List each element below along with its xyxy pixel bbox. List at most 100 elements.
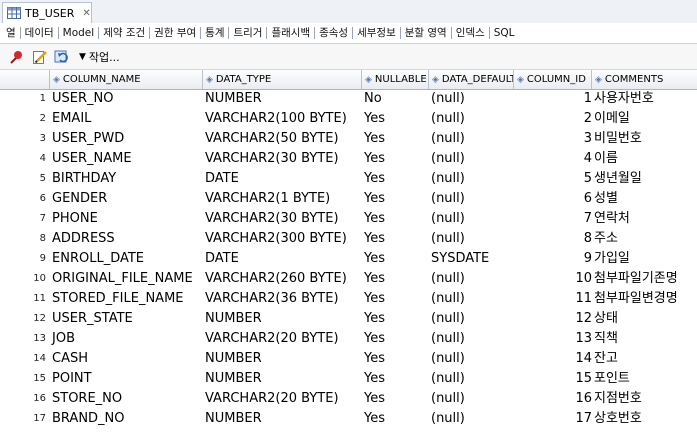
subtab-9[interactable]: 세부정보 xyxy=(353,27,401,39)
cell-nullable[interactable]: Yes xyxy=(364,211,385,226)
subtab-1[interactable]: 데이터 xyxy=(21,27,59,39)
cell-column-name[interactable]: JOB xyxy=(52,331,75,346)
cell-comments[interactable]: 가입일 xyxy=(594,251,630,266)
cell-column-name[interactable]: ENROLL_DATE xyxy=(52,251,145,266)
cell-data-default[interactable]: (null) xyxy=(431,151,465,166)
subtab-3[interactable]: 제약 조건 xyxy=(99,27,151,39)
cell-column-id[interactable]: 7 xyxy=(583,211,592,226)
cell-nullable[interactable]: Yes xyxy=(364,191,385,206)
cell-column-id[interactable]: 11 xyxy=(575,291,592,306)
cell-column-name[interactable]: USER_PWD xyxy=(52,131,125,146)
cell-column-name[interactable]: ORIGINAL_FILE_NAME xyxy=(52,271,193,286)
cell-data-type[interactable]: DATE xyxy=(205,251,239,266)
table-row[interactable]: 11 STORED_FILE_NAME VARCHAR2(36 BYTE) Yes (n… xyxy=(0,289,697,309)
cell-comments[interactable]: 첨부파일기존명 xyxy=(594,271,678,286)
cell-comments[interactable]: 첨부파일변경명 xyxy=(594,291,678,306)
subtab-8[interactable]: 종속성 xyxy=(315,27,354,39)
cell-nullable[interactable]: Yes xyxy=(364,111,385,126)
table-row[interactable]: 13 JOB VARCHAR2(20 BYTE) Yes (null) 13 직책 xyxy=(0,329,697,349)
cell-data-type[interactable]: VARCHAR2(20 BYTE) xyxy=(205,391,339,406)
cell-data-type[interactable]: VARCHAR2(300 BYTE) xyxy=(205,231,347,246)
cell-data-default[interactable]: (null) xyxy=(431,91,465,106)
subtab-0[interactable]: 열 xyxy=(0,27,21,39)
cell-data-default[interactable]: (null) xyxy=(431,391,465,406)
cell-data-default[interactable]: (null) xyxy=(431,371,465,386)
refresh-icon[interactable] xyxy=(54,48,72,66)
cell-data-default[interactable]: (null) xyxy=(431,411,465,426)
cell-data-type[interactable]: VARCHAR2(260 BYTE) xyxy=(205,271,347,286)
subtab-11[interactable]: 인덱스 xyxy=(452,27,490,39)
cell-column-id[interactable]: 4 xyxy=(583,151,592,166)
header-data-type[interactable]: ◈ DATA_TYPE xyxy=(203,70,362,89)
subtab-12[interactable]: SQL xyxy=(493,27,515,39)
cell-data-default[interactable]: (null) xyxy=(431,211,465,226)
cell-column-name[interactable]: USER_STATE xyxy=(52,311,133,326)
cell-data-type[interactable]: VARCHAR2(50 BYTE) xyxy=(205,131,339,146)
cell-nullable[interactable]: Yes xyxy=(364,171,385,186)
cell-data-default[interactable]: (null) xyxy=(431,111,465,126)
cell-column-id[interactable]: 13 xyxy=(575,331,592,346)
cell-nullable[interactable]: Yes xyxy=(364,271,385,286)
cell-column-id[interactable]: 17 xyxy=(575,411,592,426)
table-row[interactable]: 17 BRAND_NO NUMBER Yes (null) 17 상호번호 xyxy=(0,409,697,429)
subtab-7[interactable]: 플래시백 xyxy=(267,27,316,39)
cell-column-id[interactable]: 1 xyxy=(583,91,592,106)
cell-nullable[interactable]: Yes xyxy=(364,391,385,406)
cell-nullable[interactable]: Yes xyxy=(364,231,385,246)
table-row[interactable]: 4 USER_NAME VARCHAR2(30 BYTE) Yes (null) 4 이름 xyxy=(0,149,697,169)
cell-data-type[interactable]: NUMBER xyxy=(205,91,262,106)
cell-comments[interactable]: 성별 xyxy=(594,191,618,206)
cell-column-name[interactable]: PHONE xyxy=(52,211,98,226)
cell-data-type[interactable]: VARCHAR2(30 BYTE) xyxy=(205,151,339,166)
pin-icon[interactable] xyxy=(8,48,26,66)
cell-column-id[interactable]: 15 xyxy=(575,371,592,386)
cell-data-default[interactable]: (null) xyxy=(431,191,465,206)
cell-nullable[interactable]: Yes xyxy=(364,311,385,326)
cell-nullable[interactable]: No xyxy=(364,91,382,106)
cell-column-name[interactable]: USER_NO xyxy=(52,91,114,106)
cell-nullable[interactable]: Yes xyxy=(364,371,385,386)
close-icon[interactable]: ✕ xyxy=(82,7,91,19)
cell-data-type[interactable]: NUMBER xyxy=(205,351,262,366)
table-row[interactable]: 9 ENROLL_DATE DATE Yes SYSDATE 9 가입일 xyxy=(0,249,697,269)
cell-comments[interactable]: 연락처 xyxy=(594,211,630,226)
cell-column-name[interactable]: EMAIL xyxy=(52,111,92,126)
cell-data-default[interactable]: (null) xyxy=(431,331,465,346)
cell-column-name[interactable]: USER_NAME xyxy=(52,151,132,166)
actions-dropdown[interactable]: ▼ 작업... xyxy=(79,49,120,65)
cell-comments[interactable]: 상태 xyxy=(594,311,618,326)
cell-nullable[interactable]: Yes xyxy=(364,151,385,166)
cell-column-name[interactable]: BRAND_NO xyxy=(52,411,125,426)
cell-comments[interactable]: 비밀번호 xyxy=(594,131,642,146)
cell-data-type[interactable]: NUMBER xyxy=(205,371,262,386)
cell-data-default[interactable]: (null) xyxy=(431,171,465,186)
cell-comments[interactable]: 주소 xyxy=(594,231,618,246)
cell-nullable[interactable]: Yes xyxy=(364,411,385,426)
subtab-6[interactable]: 트리거 xyxy=(229,27,268,39)
table-editor-tab[interactable]: TB_USER ✕ xyxy=(2,2,92,23)
cell-nullable[interactable]: Yes xyxy=(364,251,385,266)
cell-column-name[interactable]: POINT xyxy=(52,371,92,386)
subtab-2[interactable]: Model xyxy=(59,27,100,39)
cell-data-type[interactable]: VARCHAR2(36 BYTE) xyxy=(205,291,339,306)
cell-data-type[interactable]: DATE xyxy=(205,171,239,186)
subtab-5[interactable]: 통계 xyxy=(201,27,230,39)
table-row[interactable]: 16 STORE_NO VARCHAR2(20 BYTE) Yes (null) 16 지점… xyxy=(0,389,697,409)
table-row[interactable]: 12 USER_STATE NUMBER Yes (null) 12 상태 xyxy=(0,309,697,329)
edit-icon[interactable] xyxy=(31,48,49,66)
cell-data-default[interactable]: (null) xyxy=(431,291,465,306)
cell-column-id[interactable]: 2 xyxy=(583,111,592,126)
header-column-name[interactable]: ◈ COLUMN_NAME xyxy=(50,70,203,89)
cell-data-default[interactable]: (null) xyxy=(431,311,465,326)
cell-data-type[interactable]: NUMBER xyxy=(205,311,262,326)
cell-comments[interactable]: 지점번호 xyxy=(594,391,642,406)
cell-comments[interactable]: 잔고 xyxy=(594,351,618,366)
table-row[interactable]: 6 GENDER VARCHAR2(1 BYTE) Yes (null) 6 성별 xyxy=(0,189,697,209)
table-row[interactable]: 2 EMAIL VARCHAR2(100 BYTE) Yes (null) 2 이메일 xyxy=(0,109,697,129)
cell-comments[interactable]: 이름 xyxy=(594,151,618,166)
cell-column-id[interactable]: 16 xyxy=(575,391,592,406)
cell-column-id[interactable]: 12 xyxy=(575,311,592,326)
cell-column-id[interactable]: 14 xyxy=(575,351,592,366)
table-row[interactable]: 14 CASH NUMBER Yes (null) 14 잔고 xyxy=(0,349,697,369)
cell-column-name[interactable]: CASH xyxy=(52,351,88,366)
